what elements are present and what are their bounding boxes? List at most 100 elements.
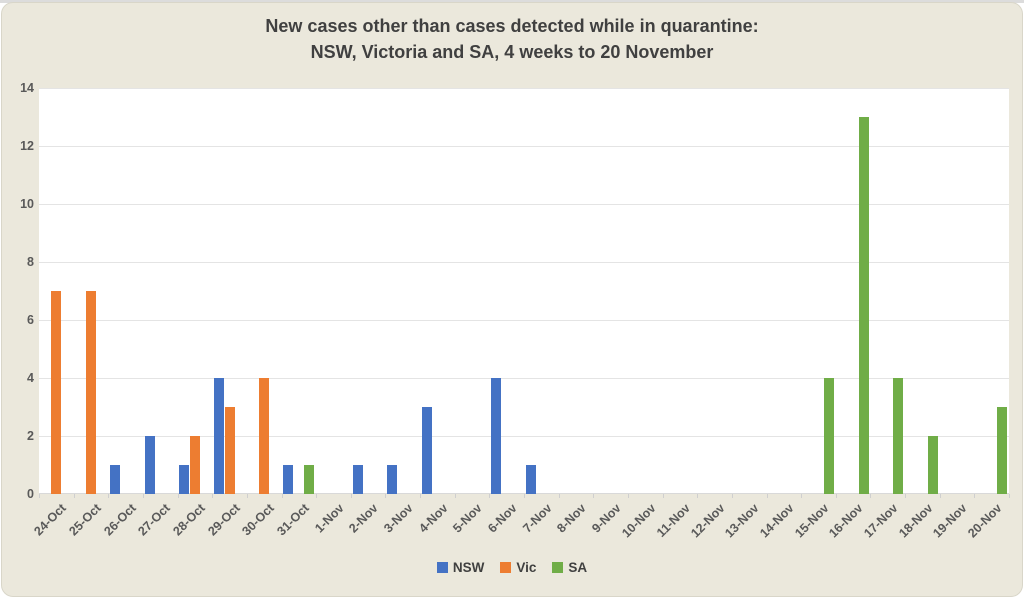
- bar-sa-17-nov: [893, 378, 904, 494]
- x-axis-label: 14-Nov: [757, 501, 797, 541]
- legend-label: Vic: [516, 560, 537, 575]
- bar-nsw-2-nov: [352, 465, 363, 494]
- x-axis-label: 5-Nov: [450, 501, 485, 536]
- plot-area: [39, 88, 1009, 494]
- legend-swatch-nsw: [436, 562, 448, 573]
- x-axis-tick: [108, 494, 110, 498]
- y-axis-label: 4: [27, 371, 34, 385]
- x-axis-label: 20-Nov: [965, 501, 1005, 541]
- x-axis-label: 4-Nov: [415, 501, 451, 536]
- x-axis-tick: [385, 494, 387, 498]
- x-axis-tick: [939, 494, 941, 498]
- x-axis-label: 7-Nov: [519, 501, 555, 536]
- gridline: [39, 88, 1009, 89]
- bar-vic-24-oct: [51, 291, 62, 494]
- x-axis-tick: [974, 494, 976, 498]
- x-axis-label: 19-Nov: [930, 501, 970, 541]
- bar-sa-31-oct: [304, 465, 315, 494]
- x-axis-tick: [1009, 494, 1010, 498]
- x-axis-label: 31-Oct: [274, 501, 312, 539]
- x-axis-tick: [212, 494, 214, 498]
- x-axis-label: 28-Oct: [170, 501, 208, 539]
- x-axis-tick: [281, 494, 283, 498]
- x-axis-tick: [316, 494, 318, 498]
- x-axis-label: 13-Nov: [722, 501, 763, 541]
- chart-title-line1: New cases other than cases detected whil…: [265, 16, 759, 36]
- x-axis-tick: [246, 494, 248, 498]
- x-axis-tick: [593, 494, 595, 498]
- x-axis-tick: [662, 494, 664, 498]
- gridline: [39, 436, 1009, 437]
- legend-label: NSW: [452, 560, 485, 575]
- chart-title: New cases other than cases detected whil…: [2, 13, 1022, 65]
- bar-nsw-31-oct: [283, 465, 294, 494]
- y-axis-label: 12: [20, 139, 34, 153]
- x-axis-label: 8-Nov: [554, 501, 589, 536]
- x-axis-label: 18-Nov: [895, 501, 936, 541]
- bar-nsw-26-oct: [110, 465, 121, 494]
- bar-nsw-29-oct: [214, 378, 225, 494]
- legend-item-vic: Vic: [500, 560, 536, 575]
- x-axis-tick: [905, 494, 907, 498]
- x-axis-tick: [420, 494, 422, 498]
- y-axis-label: 8: [27, 255, 34, 269]
- x-axis-label: 6-Nov: [485, 501, 520, 536]
- gridline: [39, 146, 1009, 147]
- x-axis-tick: [870, 494, 872, 498]
- x-axis-label: 16-Nov: [826, 501, 866, 541]
- legend: NSW Vic SA: [2, 560, 1022, 575]
- legend-item-sa: SA: [552, 560, 587, 575]
- gridline: [39, 262, 1009, 263]
- bar-nsw-27-oct: [144, 436, 155, 494]
- x-axis-label: 1-Nov: [311, 501, 347, 536]
- x-axis-tick: [801, 494, 803, 498]
- x-axis-tick: [524, 494, 525, 498]
- x-axis-tick: [835, 494, 837, 498]
- y-axis-label: 2: [27, 429, 34, 443]
- legend-swatch-sa: [552, 562, 564, 573]
- legend-swatch-vic: [500, 562, 512, 573]
- y-axis-label: 0: [27, 487, 34, 501]
- x-axis-tick: [177, 494, 179, 498]
- x-axis-line: [39, 493, 1009, 494]
- x-axis-label: 30-Oct: [239, 501, 278, 539]
- bar-sa-16-nov: [858, 117, 869, 494]
- x-axis-tick: [627, 494, 629, 498]
- x-axis-tick: [350, 494, 352, 498]
- x-axis-label: 11-Nov: [653, 501, 693, 540]
- x-axis-label: 27-Oct: [135, 501, 174, 539]
- bar-nsw-6-nov: [491, 378, 502, 494]
- y-axis-label: 14: [20, 81, 34, 95]
- bar-nsw-3-nov: [387, 465, 398, 494]
- x-axis-label: 12-Nov: [688, 501, 728, 541]
- x-axis-tick: [73, 494, 75, 498]
- x-axis-tick: [142, 494, 144, 498]
- bar-vic-29-oct: [224, 407, 235, 494]
- bar-vic-25-oct: [85, 291, 96, 494]
- bar-nsw-4-nov: [421, 407, 432, 494]
- gridline: [39, 320, 1009, 321]
- bar-sa-18-nov: [927, 436, 938, 494]
- x-axis-tick: [766, 494, 768, 498]
- bar-sa-20-nov: [997, 407, 1008, 494]
- x-axis-label: 2-Nov: [346, 501, 381, 536]
- x-axis-label: 10-Nov: [618, 501, 659, 541]
- x-axis-label: 15-Nov: [791, 501, 832, 541]
- bar-vic-28-oct: [189, 436, 200, 494]
- x-axis-label: 17-Nov: [861, 501, 901, 541]
- bar-sa-15-nov: [823, 378, 834, 494]
- x-axis-label: 26-Oct: [101, 501, 139, 539]
- legend-label: SA: [568, 560, 588, 575]
- x-axis-tick: [558, 494, 560, 498]
- y-axis-label: 6: [27, 313, 34, 327]
- x-axis-label: 25-Oct: [66, 501, 104, 539]
- x-axis-label: 29-Oct: [205, 501, 243, 539]
- x-axis-label: 24-Oct: [31, 501, 70, 539]
- gridline: [39, 378, 1009, 379]
- x-axis-tick: [489, 494, 491, 498]
- legend-item-nsw: NSW: [436, 560, 485, 575]
- bar-nsw-28-oct: [179, 465, 190, 494]
- bar-vic-30-oct: [259, 378, 270, 494]
